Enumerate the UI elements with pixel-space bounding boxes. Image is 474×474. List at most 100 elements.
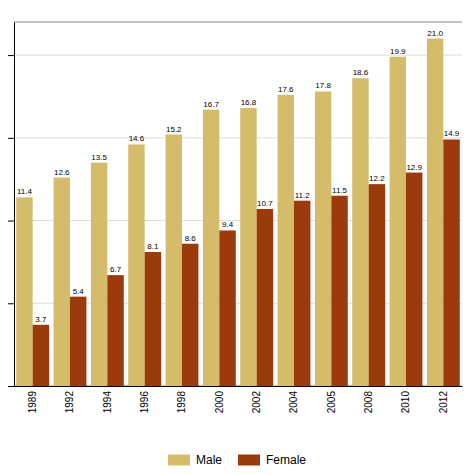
legend-label: Male <box>196 453 222 467</box>
data-label: 11.4 <box>17 187 33 196</box>
x-tick: 1996 <box>139 386 150 413</box>
bar <box>33 325 49 386</box>
grid <box>14 22 462 386</box>
legend: Male Female <box>168 453 306 467</box>
data-label: 17.8 <box>315 81 331 90</box>
bar <box>294 201 310 386</box>
x-tick-label: 2012 <box>438 391 449 414</box>
data-label: 21.0 <box>427 29 443 38</box>
bar <box>352 78 368 386</box>
bar <box>427 39 443 386</box>
data-label: 14.9 <box>444 129 460 138</box>
data-label: 19.9 <box>390 47 406 56</box>
bar <box>331 196 347 386</box>
frame-top <box>14 22 462 23</box>
bar <box>166 135 182 386</box>
x-tick: 2012 <box>438 386 449 413</box>
y-tick <box>8 138 14 139</box>
data-label: 16.8 <box>241 98 257 107</box>
chart: 11.4 12.6 13.5 14.6 15.2 16.7 16.8 17.6 17.8 18.6… <box>0 0 474 474</box>
data-label: 17.6 <box>278 85 294 94</box>
bar <box>443 139 459 386</box>
series-bars <box>33 139 460 386</box>
x-tick: 2000 <box>214 386 225 413</box>
legend-swatch <box>168 455 190 466</box>
x-axis-line <box>15 386 463 387</box>
bar <box>128 144 144 386</box>
data-label: 14.6 <box>129 134 145 143</box>
x-tick: 1989 <box>27 386 38 413</box>
x-tick: 2005 <box>326 386 337 413</box>
x-tick-label: 1996 <box>139 391 150 414</box>
y-axis-line <box>14 23 15 387</box>
legend-item: Female <box>238 453 306 467</box>
x-tick-label: 2005 <box>326 391 337 414</box>
data-labels: 11.4 12.6 13.5 14.6 15.2 16.7 16.8 17.6 17.8 18.6… <box>17 29 460 324</box>
bar <box>203 110 219 386</box>
y-tick-mark <box>8 221 14 222</box>
x-tick-label: 2008 <box>363 391 374 414</box>
data-label: 12.6 <box>54 168 70 177</box>
data-label: 3.7 <box>35 315 47 324</box>
data-label: 11.2 <box>295 191 311 200</box>
data-label: 18.6 <box>353 68 369 77</box>
legend-swatch <box>238 455 260 466</box>
x-tick: 1994 <box>102 386 113 413</box>
bars <box>16 39 460 386</box>
bar <box>107 275 123 386</box>
x-tick-label: 2010 <box>400 391 411 414</box>
bar <box>369 184 385 386</box>
y-tick <box>8 303 14 304</box>
data-label: 5.4 <box>73 287 85 296</box>
y-axis <box>8 23 15 387</box>
y-tick <box>8 55 14 56</box>
data-label: 9.4 <box>222 220 234 229</box>
x-tick-label: 1989 <box>27 391 38 414</box>
x-tick: 2002 <box>251 386 262 413</box>
bar <box>278 95 294 386</box>
x-tick-label: 1994 <box>102 391 113 414</box>
bar <box>240 108 256 386</box>
bar <box>145 252 161 386</box>
data-label: 10.7 <box>257 199 273 208</box>
y-tick <box>8 221 14 222</box>
data-label: 11.5 <box>332 186 348 195</box>
bar <box>219 230 235 386</box>
data-label: 15.2 <box>166 125 182 134</box>
bar <box>70 297 86 386</box>
y-tick-mark <box>8 386 14 387</box>
data-label: 16.7 <box>203 100 219 109</box>
bar <box>91 163 107 386</box>
y-tick-mark <box>8 303 14 304</box>
series-bars <box>16 39 443 386</box>
y-tick-mark <box>8 138 14 139</box>
x-tick-label: 1998 <box>176 391 187 414</box>
x-tick-label: 1992 <box>64 391 75 414</box>
data-label: 8.6 <box>185 234 197 243</box>
x-tick: 1992 <box>64 386 75 413</box>
x-axis: 1989 1992 1994 1996 1998 2000 2002 2004 2005 2008… <box>15 386 463 413</box>
bar <box>406 173 422 386</box>
bar <box>390 57 406 386</box>
bar <box>257 209 273 386</box>
bar <box>16 197 32 386</box>
x-tick-label: 2002 <box>251 391 262 414</box>
x-tick: 2010 <box>400 386 411 413</box>
bar <box>54 178 70 386</box>
legend-item: Male <box>168 453 222 467</box>
plot: 11.4 12.6 13.5 14.6 15.2 16.7 16.8 17.6 17.8 18.6… <box>8 22 463 413</box>
data-label: 12.9 <box>406 163 422 172</box>
y-tick-mark <box>8 55 14 56</box>
bar <box>315 91 331 386</box>
data-label: 6.7 <box>110 265 122 274</box>
y-tick <box>8 386 14 387</box>
x-tick-label: 2004 <box>288 391 299 414</box>
legend-label: Female <box>266 453 306 467</box>
data-label: 13.5 <box>91 153 107 162</box>
x-tick: 2008 <box>363 386 374 413</box>
data-label: 12.2 <box>369 174 385 183</box>
x-tick: 1998 <box>176 386 187 413</box>
x-tick-label: 2000 <box>214 391 225 414</box>
x-tick: 2004 <box>288 386 299 413</box>
data-label: 8.1 <box>147 242 159 251</box>
